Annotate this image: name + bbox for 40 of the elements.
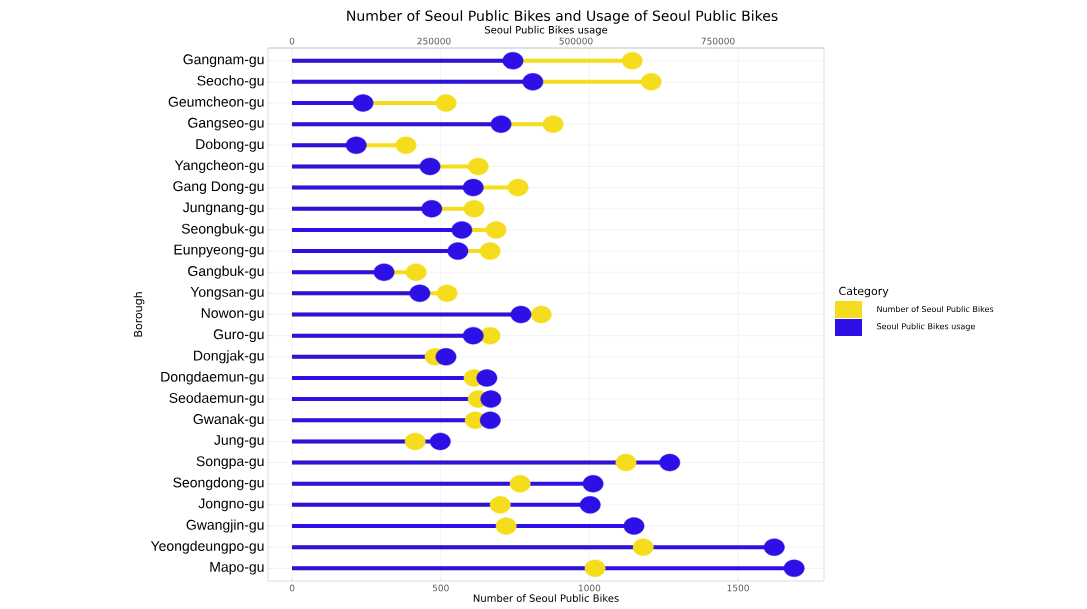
legend-label: Seoul Public Bikes usage bbox=[877, 323, 975, 331]
y-tick-label: Gangnam-gu bbox=[183, 54, 264, 68]
x2-tick-label: 750000 bbox=[701, 37, 735, 45]
y-tick-label: Gwanak-gu bbox=[193, 413, 264, 427]
y-tick-label: Yongsan-gu bbox=[190, 287, 264, 300]
y-tick-label: Gang Dong-gu bbox=[173, 181, 264, 194]
legend-label: Number of Seoul Public Bikes bbox=[877, 305, 994, 313]
y-tick-label: Jungnang-gu bbox=[182, 202, 264, 216]
y-tick-label: Geumcheon-gu bbox=[168, 96, 264, 110]
y-tick-label: Seodaemun-gu bbox=[169, 392, 264, 406]
y-tick-label: Gwangjin-gu bbox=[186, 519, 264, 533]
y-tick-label: Dongdaemun-gu bbox=[161, 371, 264, 385]
x-tick-label: 1500 bbox=[727, 584, 749, 592]
x2-axis-title: Seoul Public Bikes usage bbox=[484, 25, 608, 36]
y-tick-label: Jung-gu bbox=[214, 435, 264, 448]
y-tick-label: Dobong-gu bbox=[196, 138, 264, 152]
y-tick-label: Mapo-gu bbox=[210, 562, 264, 575]
y-tick-label: Yangcheon-gu bbox=[174, 159, 264, 173]
x-tick-label: 0 bbox=[289, 584, 295, 592]
y-tick-label: Seocho-gu bbox=[197, 75, 264, 89]
y-tick-label: Gangbuk-gu bbox=[188, 265, 264, 279]
x2-tick-label: 0 bbox=[289, 37, 295, 45]
y-axis-title: Borough bbox=[133, 292, 145, 337]
x2-tick-label: 500000 bbox=[559, 37, 593, 45]
y-tick-label: Nowon-gu bbox=[201, 308, 264, 321]
x-tick-label: 1000 bbox=[578, 584, 601, 592]
y-tick-label: Jongno-gu bbox=[198, 498, 264, 512]
y-tick-label: Dongjak-gu bbox=[194, 350, 264, 364]
x-axis-title: Number of Seoul Public Bikes bbox=[473, 594, 619, 602]
y-tick-label: Guro-gu bbox=[213, 329, 264, 342]
x2-tick-label: 250000 bbox=[417, 37, 451, 45]
x-tick-label: 500 bbox=[432, 584, 449, 592]
y-tick-label: Seongbuk-gu bbox=[181, 223, 264, 237]
chart-title: Number of Seoul Public Bikes and Usage of Seoul Public Bikes bbox=[347, 10, 778, 24]
legend-title: Category bbox=[839, 286, 889, 298]
y-tick-label: Seongdong-gu bbox=[173, 477, 264, 491]
y-tick-label: Yeongdeungpo-gu bbox=[150, 540, 264, 554]
y-tick-label: Gangseo-gu bbox=[188, 117, 264, 131]
y-tick-label: Eunpyeong-gu bbox=[174, 244, 264, 258]
y-tick-label: Songpa-gu bbox=[196, 456, 264, 469]
